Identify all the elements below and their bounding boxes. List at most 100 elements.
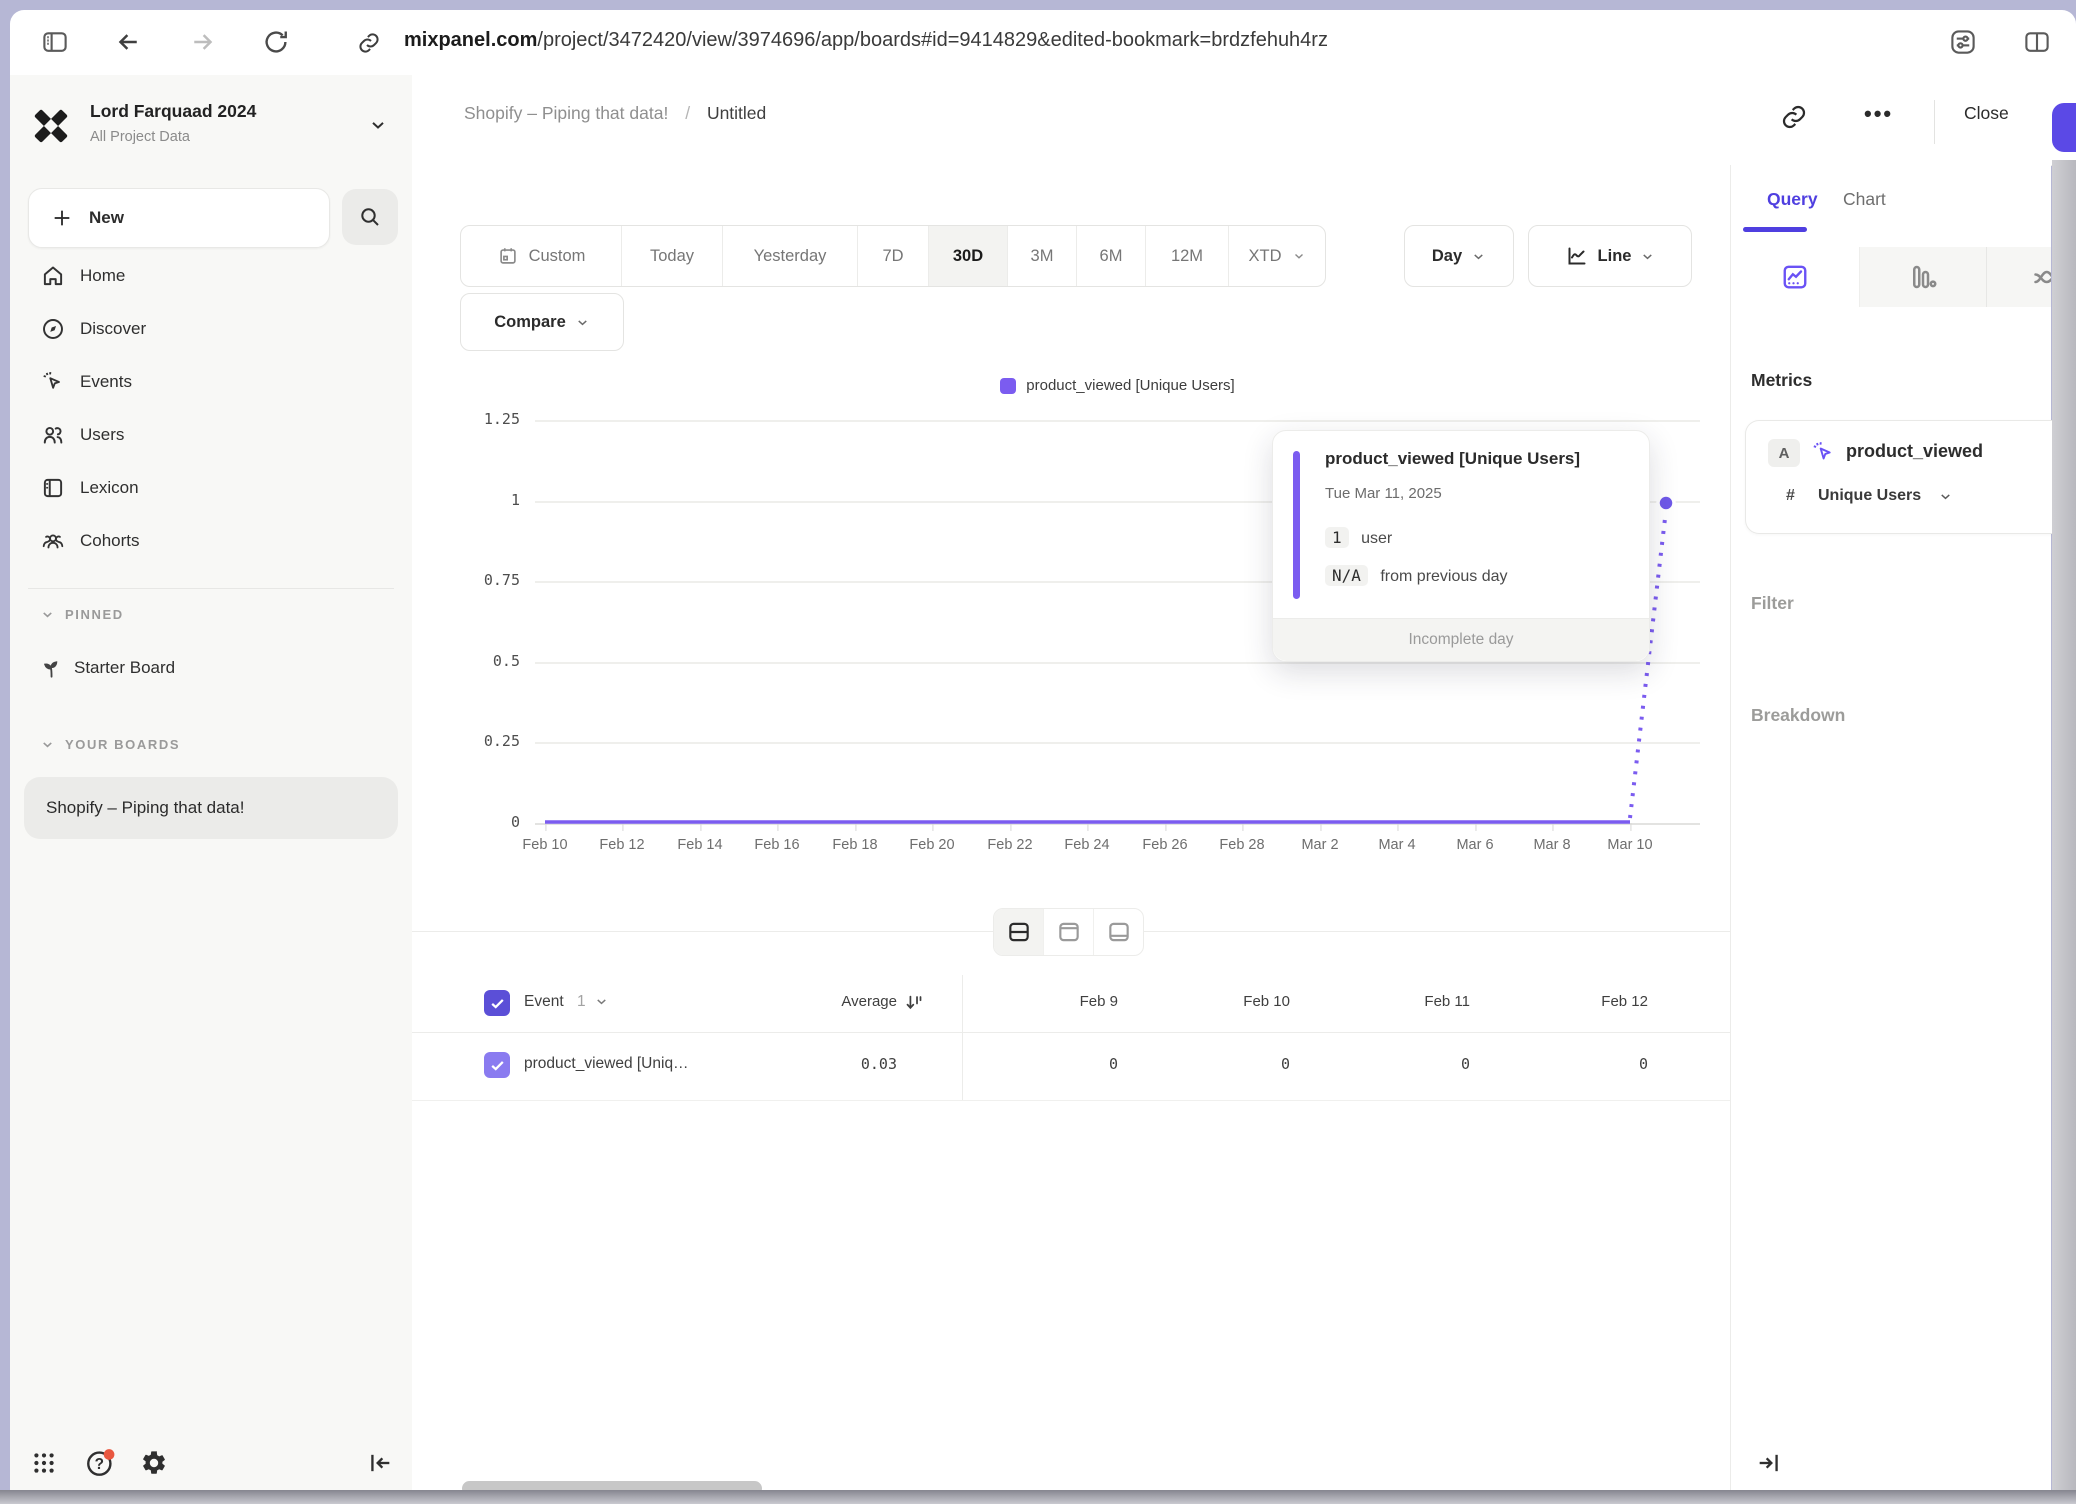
sidebar-item-home[interactable]: Home (10, 251, 412, 301)
chevron-down-icon[interactable] (594, 994, 609, 1009)
help-icon[interactable]: ? (84, 1447, 116, 1479)
gear-icon[interactable] (140, 1449, 168, 1477)
metric-letter-badge: A (1768, 439, 1800, 467)
table-header-row: Event 1 Average Feb 9 Feb 10 Feb 11 Feb … (412, 978, 1730, 1032)
pinned-item-starter-board[interactable]: Starter Board (10, 645, 412, 691)
range-12m[interactable]: 12M (1146, 226, 1229, 286)
date-column-header[interactable]: Feb 11 (1424, 993, 1470, 1010)
insights-tab[interactable] (1731, 247, 1860, 307)
sidebar-item-label: Cohorts (80, 531, 140, 550)
table-row[interactable]: product_viewed [Uniq… 0.03 0 0 0 0 (412, 1032, 1730, 1100)
tooltip-accent-bar (1293, 451, 1300, 599)
range-yesterday[interactable]: Yesterday (723, 226, 858, 286)
gridline (535, 662, 1700, 664)
lexicon-book-icon (40, 475, 66, 501)
save-button-edge[interactable] (2052, 103, 2076, 152)
row-value: 0 (1460, 1055, 1470, 1073)
extensions-icon[interactable] (1948, 27, 1978, 57)
date-column-header[interactable]: Feb 12 (1601, 993, 1648, 1010)
select-all-checkbox[interactable] (484, 990, 510, 1016)
vertical-scrollbar[interactable] (2052, 160, 2076, 1490)
range-6m[interactable]: 6M (1077, 226, 1146, 286)
event-column-header[interactable]: Event (524, 993, 564, 1010)
x-tick-label: Mar 4 (1378, 823, 1416, 853)
metric-card[interactable]: A product_viewed # Unique Users (1745, 420, 2052, 534)
metric-aggregation[interactable]: Unique Users (1818, 487, 1922, 504)
range-3m[interactable]: 3M (1008, 226, 1077, 286)
layout-bottom-icon[interactable] (1094, 909, 1143, 955)
average-column-header[interactable]: Average (841, 993, 897, 1010)
sidebar-item-lexicon[interactable]: Lexicon (10, 463, 412, 513)
table-column-divider (962, 975, 963, 1100)
browser-sidebar-toggle-icon[interactable] (40, 27, 70, 57)
chart-type-dropdown[interactable]: Line (1528, 225, 1692, 287)
row-event-name: product_viewed [Uniq… (524, 1055, 689, 1072)
flows-tab[interactable] (1987, 247, 2051, 307)
search-icon (358, 205, 382, 229)
legend-swatch (1000, 377, 1017, 394)
expand-panel-icon[interactable] (1755, 1449, 1783, 1477)
browser-toolbar: mixpanel.com/project/3472420/view/397469… (10, 10, 2076, 76)
range-xtd[interactable]: XTD (1229, 226, 1325, 286)
layout-split-icon[interactable] (994, 909, 1044, 955)
date-column-header[interactable]: Feb 9 (1079, 993, 1118, 1010)
tooltip-delta-unit: from previous day (1380, 568, 1508, 585)
collapse-sidebar-icon[interactable] (366, 1449, 394, 1477)
gridline (535, 742, 1700, 744)
search-button[interactable] (342, 189, 398, 245)
new-button[interactable]: New (28, 188, 330, 248)
back-icon[interactable] (113, 27, 143, 57)
range-custom[interactable]: Custom (461, 226, 622, 286)
row-checkbox[interactable] (484, 1052, 510, 1078)
sidebar-item-cohorts[interactable]: Cohorts (10, 516, 412, 566)
sidebar-item-users[interactable]: Users (10, 410, 412, 460)
sidebar-item-events[interactable]: Events (10, 357, 412, 407)
filter-section-label[interactable]: Filter (1751, 593, 1794, 613)
your-boards-section-header[interactable]: YOUR BOARDS (40, 737, 180, 752)
copy-link-icon[interactable] (1780, 103, 1808, 131)
metric-event-name: product_viewed (1846, 441, 1984, 461)
tab-chart[interactable]: Chart (1843, 189, 1886, 209)
calendar-icon (497, 245, 519, 267)
range-7d[interactable]: 7D (858, 226, 929, 286)
project-name[interactable]: Lord Farquaad 2024 (90, 101, 257, 121)
granularity-dropdown[interactable]: Day (1404, 225, 1514, 287)
plus-icon (51, 207, 73, 229)
board-item-label: Shopify – Piping that data! (46, 798, 245, 817)
reload-icon[interactable] (261, 27, 291, 57)
breakdown-section-label[interactable]: Breakdown (1751, 705, 1846, 725)
mixpanel-logo (28, 103, 74, 149)
range-today[interactable]: Today (622, 226, 723, 286)
x-tick-label: Mar 2 (1301, 823, 1339, 853)
x-tick-label: Mar 10 (1607, 823, 1653, 853)
y-tick-label: 1.25 (483, 410, 520, 428)
pinned-section-header[interactable]: PINNED (40, 607, 124, 622)
url-bar[interactable]: mixpanel.com/project/3472420/view/397469… (404, 29, 1328, 52)
sidebar-item-label: Discover (80, 319, 147, 338)
sidebar: Lord Farquaad 2024 All Project Data New … (10, 75, 412, 1490)
date-column-header[interactable]: Feb 10 (1243, 993, 1290, 1010)
tooltip-date: Tue Mar 11, 2025 (1325, 485, 1442, 502)
table-bottom-border (412, 1100, 1730, 1101)
layout-toggle (993, 908, 1144, 956)
chart-legend[interactable]: product_viewed [Unique Users] (535, 377, 1700, 394)
breadcrumb-board[interactable]: Shopify – Piping that data! (464, 103, 669, 123)
forward-icon[interactable] (188, 27, 218, 57)
metrics-section-label: Metrics (1751, 370, 1813, 390)
split-view-icon[interactable] (2022, 27, 2052, 57)
project-chevron-down-icon[interactable] (368, 115, 388, 135)
tab-query[interactable]: Query (1767, 189, 1818, 209)
funnels-tab[interactable] (1859, 247, 1986, 307)
chevron-down-icon[interactable] (1938, 489, 1953, 504)
sidebar-item-discover[interactable]: Discover (10, 304, 412, 354)
close-button[interactable]: Close (1964, 103, 2009, 123)
range-30d-selected[interactable]: 30D (929, 226, 1008, 286)
layout-top-icon[interactable] (1044, 909, 1094, 955)
sort-icon[interactable] (904, 992, 926, 1014)
sidebar-item-label: Home (80, 266, 126, 285)
apps-grid-icon[interactable] (30, 1449, 58, 1477)
more-options-ellipsis-icon[interactable]: ••• (1864, 101, 1894, 126)
compare-button[interactable]: Compare (460, 293, 624, 351)
board-item-shopify[interactable]: Shopify – Piping that data! (24, 777, 398, 839)
breadcrumb-page[interactable]: Untitled (706, 103, 767, 123)
